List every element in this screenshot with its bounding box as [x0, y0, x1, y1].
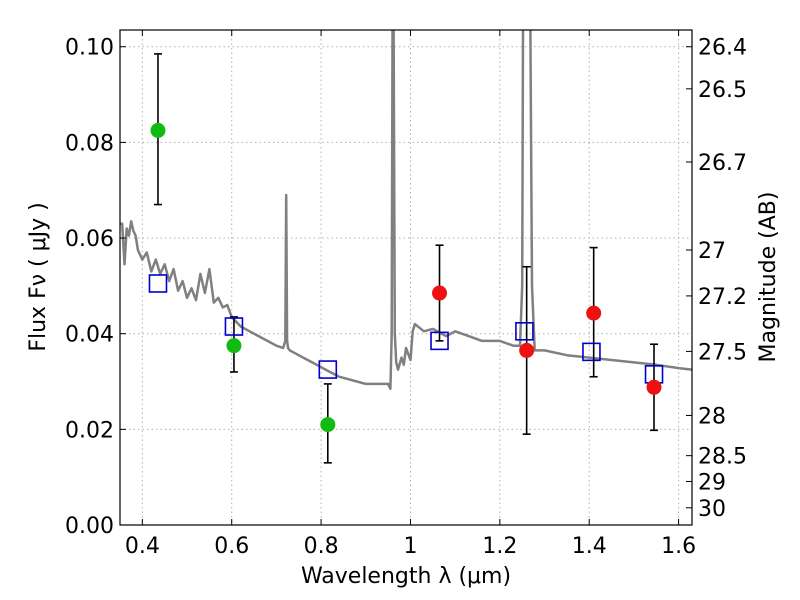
red-point: [586, 305, 602, 321]
x-tick-label: 1.2: [482, 534, 517, 559]
y2-tick-label: 28: [698, 404, 726, 429]
model-photometry-square: [430, 331, 449, 351]
model-photometry-square: [515, 322, 534, 341]
green-point: [320, 417, 336, 433]
y2-tick-label: 26.7: [698, 151, 747, 176]
points-layer: [148, 53, 664, 464]
x-tick-label: 0.6: [214, 534, 249, 559]
grid: [120, 30, 692, 526]
x-axis-title: Wavelength λ (μm): [301, 564, 511, 589]
model-photometry-square: [224, 317, 244, 336]
red-point: [519, 342, 535, 358]
plot-frame: [119, 29, 693, 526]
y-tick-label: 0.00: [65, 514, 114, 539]
model-photometry-square: [148, 274, 168, 293]
ticks-layer: 0.4 0.6 0.8 1 1.2 1.4 1.6 0.00 0.02 0.04 0.06 0.08 0…: [65, 30, 747, 559]
y-tick-label: 0.04: [65, 323, 114, 348]
y2-tick-label: 30: [698, 497, 726, 522]
model-photometry-square: [318, 360, 338, 379]
series-layer: [120, 30, 692, 390]
x-tick-label: 1: [403, 534, 417, 559]
y-tick-label: 0.08: [65, 131, 114, 156]
model-spectrum-line: [120, 30, 692, 390]
y-tick-label: 0.02: [65, 418, 114, 443]
x-tick-label: 0.8: [304, 534, 339, 559]
y2-tick-label: 26.5: [698, 78, 747, 103]
y2-tick-label: 26.4: [698, 36, 747, 61]
y2-tick-label: 27.5: [698, 340, 747, 365]
y2-axis-title: Magnitude (AB): [756, 192, 781, 363]
red-point: [432, 285, 448, 301]
red-point: [646, 379, 662, 395]
model-photometry-square: [582, 342, 601, 362]
green-point: [150, 122, 166, 138]
x-tick-label: 1.6: [661, 534, 696, 559]
y2-tick-label: 27.2: [698, 285, 747, 310]
y2-tick-label: 27: [698, 239, 726, 264]
x-tick-label: 1.4: [572, 534, 607, 559]
y2-tick-label: 29: [698, 470, 726, 495]
y-axis-title: Flux Fν ( μJy ): [26, 202, 51, 351]
x-tick-label: 0.4: [125, 534, 160, 559]
y-tick-label: 0.06: [65, 227, 114, 252]
green-point: [226, 338, 242, 354]
plot-background: [120, 30, 692, 525]
y2-tick-label: 28.5: [698, 445, 747, 470]
y-tick-label: 0.10: [65, 36, 114, 61]
